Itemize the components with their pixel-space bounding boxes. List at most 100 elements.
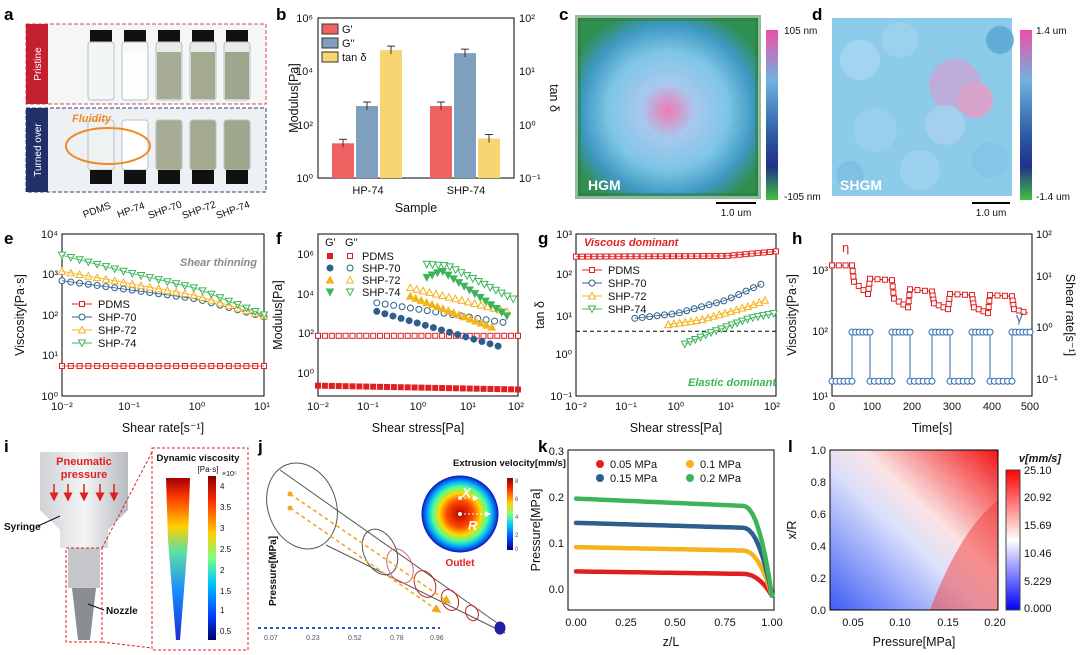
series-line	[576, 251, 777, 257]
data-point	[397, 384, 404, 391]
y-axis-label-l: x/R	[785, 521, 799, 540]
data-point	[446, 328, 454, 336]
velocity-tick: 8	[515, 479, 519, 485]
data-point	[906, 328, 914, 336]
dv-colorbar	[208, 476, 216, 640]
colorbar-c	[766, 30, 778, 200]
vial-label: SHP-74	[215, 199, 252, 221]
colorbar-min-c: -105 nm	[784, 192, 821, 203]
data-point	[437, 326, 445, 334]
pressure-axis-label: Pressure[MPa]	[268, 536, 279, 606]
data-point	[855, 282, 862, 289]
data-point	[383, 383, 390, 390]
y-tick-label: 10⁻¹	[550, 391, 572, 403]
x-tick-label: 0.00	[565, 617, 586, 629]
data-point	[849, 267, 856, 274]
x-ticks-f: 10⁻² 10⁻¹ 10⁰ 10¹ 10²	[307, 401, 524, 413]
legend-label: G'	[342, 24, 353, 36]
series-h	[828, 262, 1034, 385]
plot-frame-l	[829, 449, 999, 611]
bar	[478, 138, 500, 178]
y-axis-label-h: Viscosity[Pa·s]	[785, 274, 799, 356]
dv-colorbar-ticks: 4 3.5 3 2.5 2 1.5 1 0.5	[220, 482, 232, 636]
data-point	[508, 332, 515, 339]
sample-name-hgm: HGM	[588, 177, 621, 193]
x-ticks-g: 10⁻² 10⁻¹ 10⁰ 10¹ 10²	[565, 401, 780, 413]
y-tick-label: 10⁴	[297, 289, 314, 301]
flow-arrows	[287, 491, 452, 613]
legend-marker	[345, 288, 355, 297]
panel-label-k: k	[538, 437, 548, 456]
data-point	[404, 384, 411, 391]
y-ticks-k: 0.0 0.1 0.2 0.3	[549, 446, 564, 596]
data-point	[259, 311, 269, 320]
plot-frame-h	[831, 233, 1033, 397]
data-point	[383, 332, 390, 339]
x-tick-label: 0	[829, 401, 835, 413]
data-point	[321, 332, 328, 339]
data-point	[422, 297, 431, 306]
nozzle-cone	[266, 462, 506, 635]
pressure-tick: 0.07	[264, 635, 278, 642]
x-tick-label: HP-74	[352, 185, 383, 197]
data-point	[954, 291, 961, 298]
y-tick-label: 10⁶	[296, 13, 313, 25]
series-line	[684, 313, 774, 345]
data-point	[473, 385, 480, 392]
data-point	[439, 332, 446, 339]
data-point	[485, 283, 495, 292]
panel-a: a Pristine Turned over Fluidity PDMS HP-…	[4, 5, 267, 222]
data-point	[411, 332, 418, 339]
y-tick-label: 0.0	[811, 605, 826, 617]
data-point	[851, 278, 857, 285]
data-point	[487, 322, 497, 331]
y-tick-label: 10⁶	[297, 249, 314, 261]
y-tick-label: 0.2	[549, 492, 564, 504]
bar	[454, 53, 476, 178]
y-axis-label-k: Pressure[MPa]	[529, 489, 543, 572]
data-point	[370, 332, 377, 339]
data-point	[961, 291, 968, 298]
data-point	[865, 291, 871, 298]
y-right-tick-label: 10¹	[1036, 271, 1052, 283]
legend-header-gp: G'	[325, 237, 336, 249]
data-point	[470, 298, 480, 308]
x-tick-label: 10⁰	[189, 401, 206, 413]
series-f	[315, 260, 521, 393]
pneumatic-label-2: pressure	[61, 469, 107, 481]
y-axis-label-b: Modulus[Pa]	[287, 63, 301, 132]
colorbar-tick: 10.46	[1024, 548, 1052, 560]
data-point	[921, 287, 928, 294]
x-label-outlet: X	[461, 485, 472, 500]
panel-label-g: g	[538, 229, 548, 248]
data-point	[429, 324, 437, 332]
legend-marker	[686, 474, 694, 482]
turned-tag	[26, 108, 48, 192]
data-point	[476, 300, 486, 309]
data-point	[356, 383, 363, 390]
y-tick-label: 10³	[812, 265, 828, 277]
colorbar-tick: 20.92	[1024, 492, 1052, 504]
vial-labels: PDMS HP-74 SHP-70 SHP-72 SHP-74	[82, 199, 252, 221]
x-tick-label: 10⁻¹	[357, 401, 379, 413]
data-point	[349, 332, 356, 339]
colorbar-max-d: 1.4 um	[1036, 26, 1067, 37]
data-point	[891, 295, 897, 302]
legend-header-gpp: G''	[345, 237, 358, 249]
y-tick-label: 10¹	[42, 350, 58, 362]
y-right-tick-label: 10²	[519, 13, 535, 25]
data-point	[1001, 292, 1008, 299]
gamma-marker: γ̇	[1016, 310, 1024, 325]
data-point	[968, 377, 976, 385]
data-point	[363, 383, 370, 390]
dv-exp: ×10⁵	[222, 471, 237, 478]
y-tick-label: 10⁴	[41, 229, 58, 241]
data-point	[680, 340, 690, 349]
series-e	[57, 251, 269, 370]
data-point	[389, 312, 397, 320]
data-point	[480, 280, 489, 289]
data-point	[888, 377, 896, 385]
data-point	[994, 292, 1001, 299]
y-tick-label: 10²	[298, 328, 314, 340]
